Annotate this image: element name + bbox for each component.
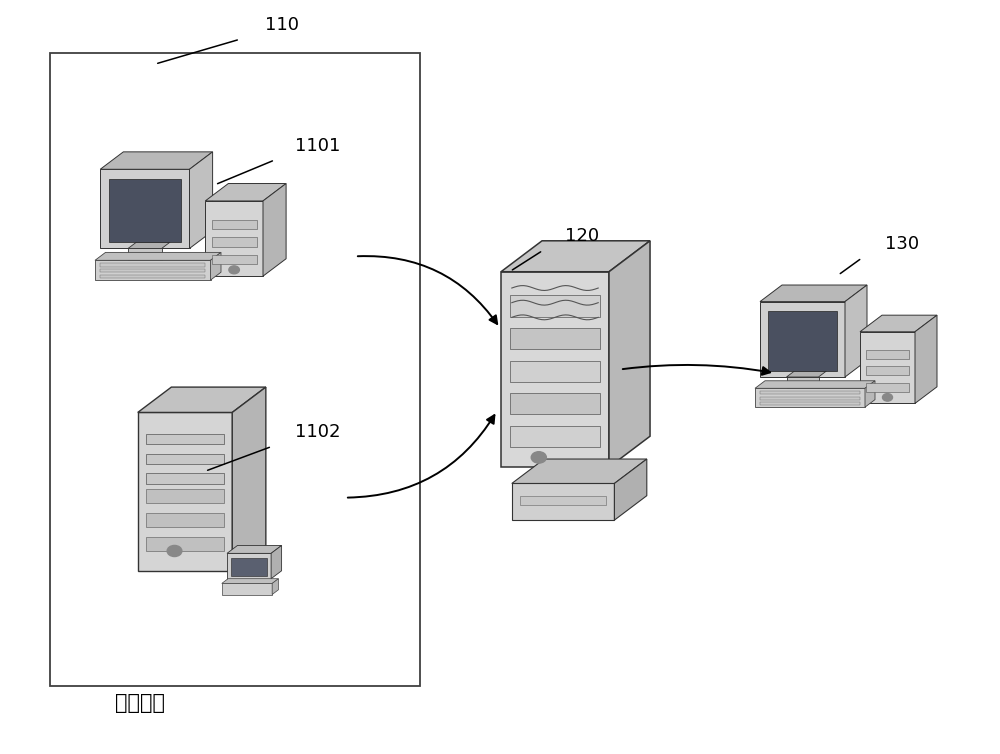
Polygon shape <box>866 366 909 375</box>
Polygon shape <box>227 553 271 579</box>
Polygon shape <box>95 253 221 260</box>
Polygon shape <box>128 242 170 249</box>
Text: 130: 130 <box>885 234 919 253</box>
Polygon shape <box>100 170 190 249</box>
Polygon shape <box>510 426 600 447</box>
Polygon shape <box>520 496 606 505</box>
Polygon shape <box>263 183 286 276</box>
Polygon shape <box>786 371 826 377</box>
Polygon shape <box>146 537 224 551</box>
Polygon shape <box>755 381 875 388</box>
Polygon shape <box>222 584 272 594</box>
Polygon shape <box>760 402 860 405</box>
Polygon shape <box>786 377 818 388</box>
Polygon shape <box>212 220 257 229</box>
Polygon shape <box>512 483 614 520</box>
Polygon shape <box>501 271 609 467</box>
Polygon shape <box>866 383 909 392</box>
Polygon shape <box>205 183 286 201</box>
Circle shape <box>229 266 239 274</box>
Polygon shape <box>190 152 213 249</box>
Polygon shape <box>860 332 915 403</box>
Polygon shape <box>760 285 867 302</box>
Polygon shape <box>760 391 860 394</box>
Polygon shape <box>231 558 267 575</box>
Polygon shape <box>100 263 205 267</box>
Circle shape <box>531 452 546 463</box>
Polygon shape <box>609 241 650 467</box>
Text: 110: 110 <box>265 16 299 34</box>
Polygon shape <box>865 381 875 407</box>
Polygon shape <box>760 397 860 400</box>
Polygon shape <box>866 350 909 359</box>
Polygon shape <box>138 387 266 412</box>
Polygon shape <box>614 459 647 520</box>
Text: 目标设备: 目标设备 <box>115 692 165 713</box>
Polygon shape <box>146 474 224 484</box>
Polygon shape <box>845 285 867 377</box>
Circle shape <box>167 545 182 556</box>
Text: 1101: 1101 <box>295 136 340 155</box>
Polygon shape <box>212 238 257 247</box>
Polygon shape <box>100 274 205 277</box>
Polygon shape <box>138 412 232 571</box>
Polygon shape <box>510 328 600 349</box>
Polygon shape <box>227 545 282 553</box>
Polygon shape <box>760 302 845 377</box>
Polygon shape <box>211 253 221 280</box>
Polygon shape <box>95 260 211 280</box>
Polygon shape <box>212 255 257 264</box>
Polygon shape <box>510 296 600 317</box>
Polygon shape <box>272 579 278 594</box>
Polygon shape <box>512 459 647 483</box>
Bar <box>50 53 420 686</box>
Polygon shape <box>146 513 224 527</box>
Polygon shape <box>510 360 600 382</box>
Polygon shape <box>205 201 263 276</box>
Polygon shape <box>146 454 224 464</box>
Polygon shape <box>100 152 213 170</box>
Polygon shape <box>510 393 600 414</box>
Polygon shape <box>100 269 205 272</box>
Text: 120: 120 <box>565 227 599 245</box>
Polygon shape <box>146 489 224 504</box>
Polygon shape <box>860 315 937 332</box>
Polygon shape <box>222 579 278 584</box>
Polygon shape <box>109 179 181 242</box>
Polygon shape <box>146 434 224 444</box>
Polygon shape <box>768 311 837 371</box>
Polygon shape <box>232 387 266 571</box>
Polygon shape <box>128 249 162 260</box>
Circle shape <box>883 394 893 401</box>
Polygon shape <box>271 545 282 579</box>
Text: 1102: 1102 <box>295 423 340 441</box>
Polygon shape <box>501 241 650 271</box>
Polygon shape <box>755 388 865 407</box>
Polygon shape <box>915 315 937 403</box>
